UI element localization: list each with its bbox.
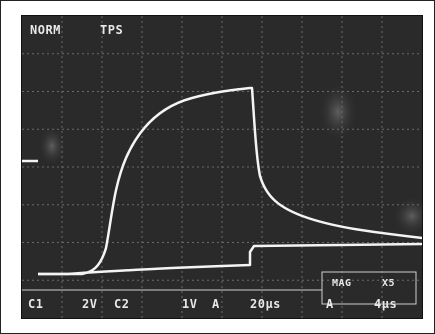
- channel-2-trace: [38, 242, 422, 276]
- oscilloscope-display: NORM TPS MAG X5 C1 2V C2 1V A 20µs A 4µs: [22, 16, 422, 318]
- channel-2-label: C2: [114, 297, 129, 311]
- mag-label: MAG: [332, 278, 352, 289]
- channel-2-scale: 1V: [182, 297, 197, 311]
- channel-2-source: A: [212, 297, 220, 311]
- oscilloscope-screen: NORM TPS MAG X5 C1 2V C2 1V A 20µs A 4µs: [21, 15, 423, 319]
- screen-glare: [38, 126, 66, 166]
- screen-glare: [392, 196, 422, 236]
- status-label: TPS: [100, 23, 123, 37]
- channel-1-trace: [38, 86, 422, 276]
- trigger-mode-label: NORM: [30, 23, 61, 37]
- mag-time-base: 4µs: [374, 297, 397, 311]
- trigger-source: A: [326, 297, 334, 311]
- mag-factor: X5: [382, 278, 395, 289]
- channel-1-scale: 2V: [82, 297, 97, 311]
- screen-glare: [318, 82, 358, 142]
- channel-1-label: C1: [28, 297, 43, 311]
- mag-box: [321, 271, 417, 305]
- time-base: 20µs: [250, 297, 281, 311]
